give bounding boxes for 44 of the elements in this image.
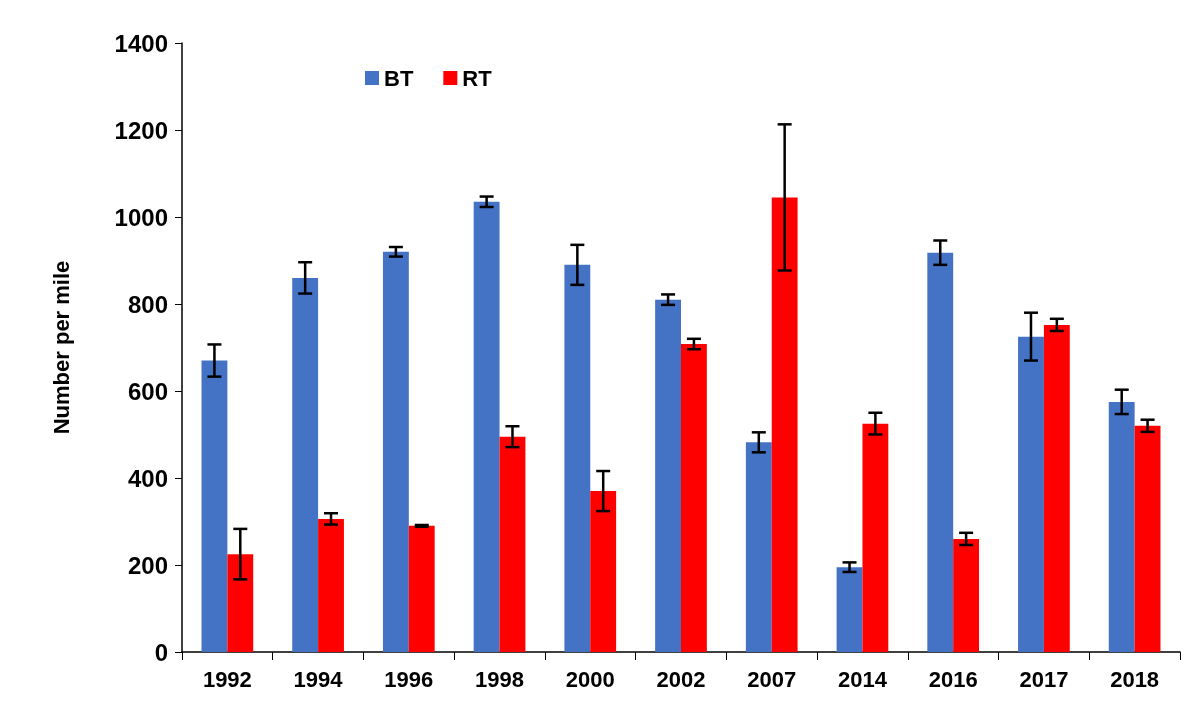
bar (227, 554, 254, 652)
bar (1043, 324, 1070, 652)
bar (862, 423, 889, 652)
bar (1108, 401, 1135, 652)
x-tick-label: 1992 (202, 666, 252, 692)
x-tick-label: 1994 (293, 666, 344, 692)
y-tick-label: 1000 (114, 203, 168, 231)
bar (745, 442, 772, 652)
x-tick-label: 2000 (565, 666, 615, 692)
y-tick-label: 200 (127, 551, 168, 579)
bar (771, 197, 798, 652)
bar (564, 264, 591, 652)
bar (408, 525, 435, 652)
y-tick-label: 0 (154, 638, 168, 666)
x-tick-label: 2007 (747, 666, 797, 692)
bar (953, 538, 980, 652)
bar (292, 277, 319, 652)
bar (499, 436, 526, 652)
bar (836, 567, 863, 652)
x-tick-label: 1998 (475, 666, 525, 692)
bar (927, 252, 954, 652)
bar (1018, 336, 1044, 652)
x-tick-label: 2002 (656, 666, 706, 692)
y-tick-label: 800 (127, 290, 168, 318)
y-tick-label: 400 (127, 464, 168, 492)
bar (318, 518, 344, 652)
x-tick-label: 2017 (1019, 666, 1069, 692)
x-tick-label: 2018 (1110, 666, 1160, 692)
legend-label: BT (384, 65, 414, 91)
y-tick-label: 600 (127, 377, 168, 405)
y-tick-label: 1200 (114, 116, 168, 144)
y-tick-label: 1400 (114, 29, 168, 57)
bar (590, 491, 617, 652)
bar (655, 299, 681, 652)
x-tick-label: 2014 (837, 666, 888, 692)
bar (473, 201, 500, 652)
bar (681, 344, 707, 652)
bar (201, 360, 228, 652)
y-axis-title: Number per mile (48, 260, 74, 435)
bar (1134, 425, 1161, 652)
x-tick-label: 2016 (928, 666, 978, 692)
bar (382, 251, 409, 652)
x-tick-label: 1996 (384, 666, 434, 692)
legend-label: RT (462, 65, 493, 91)
